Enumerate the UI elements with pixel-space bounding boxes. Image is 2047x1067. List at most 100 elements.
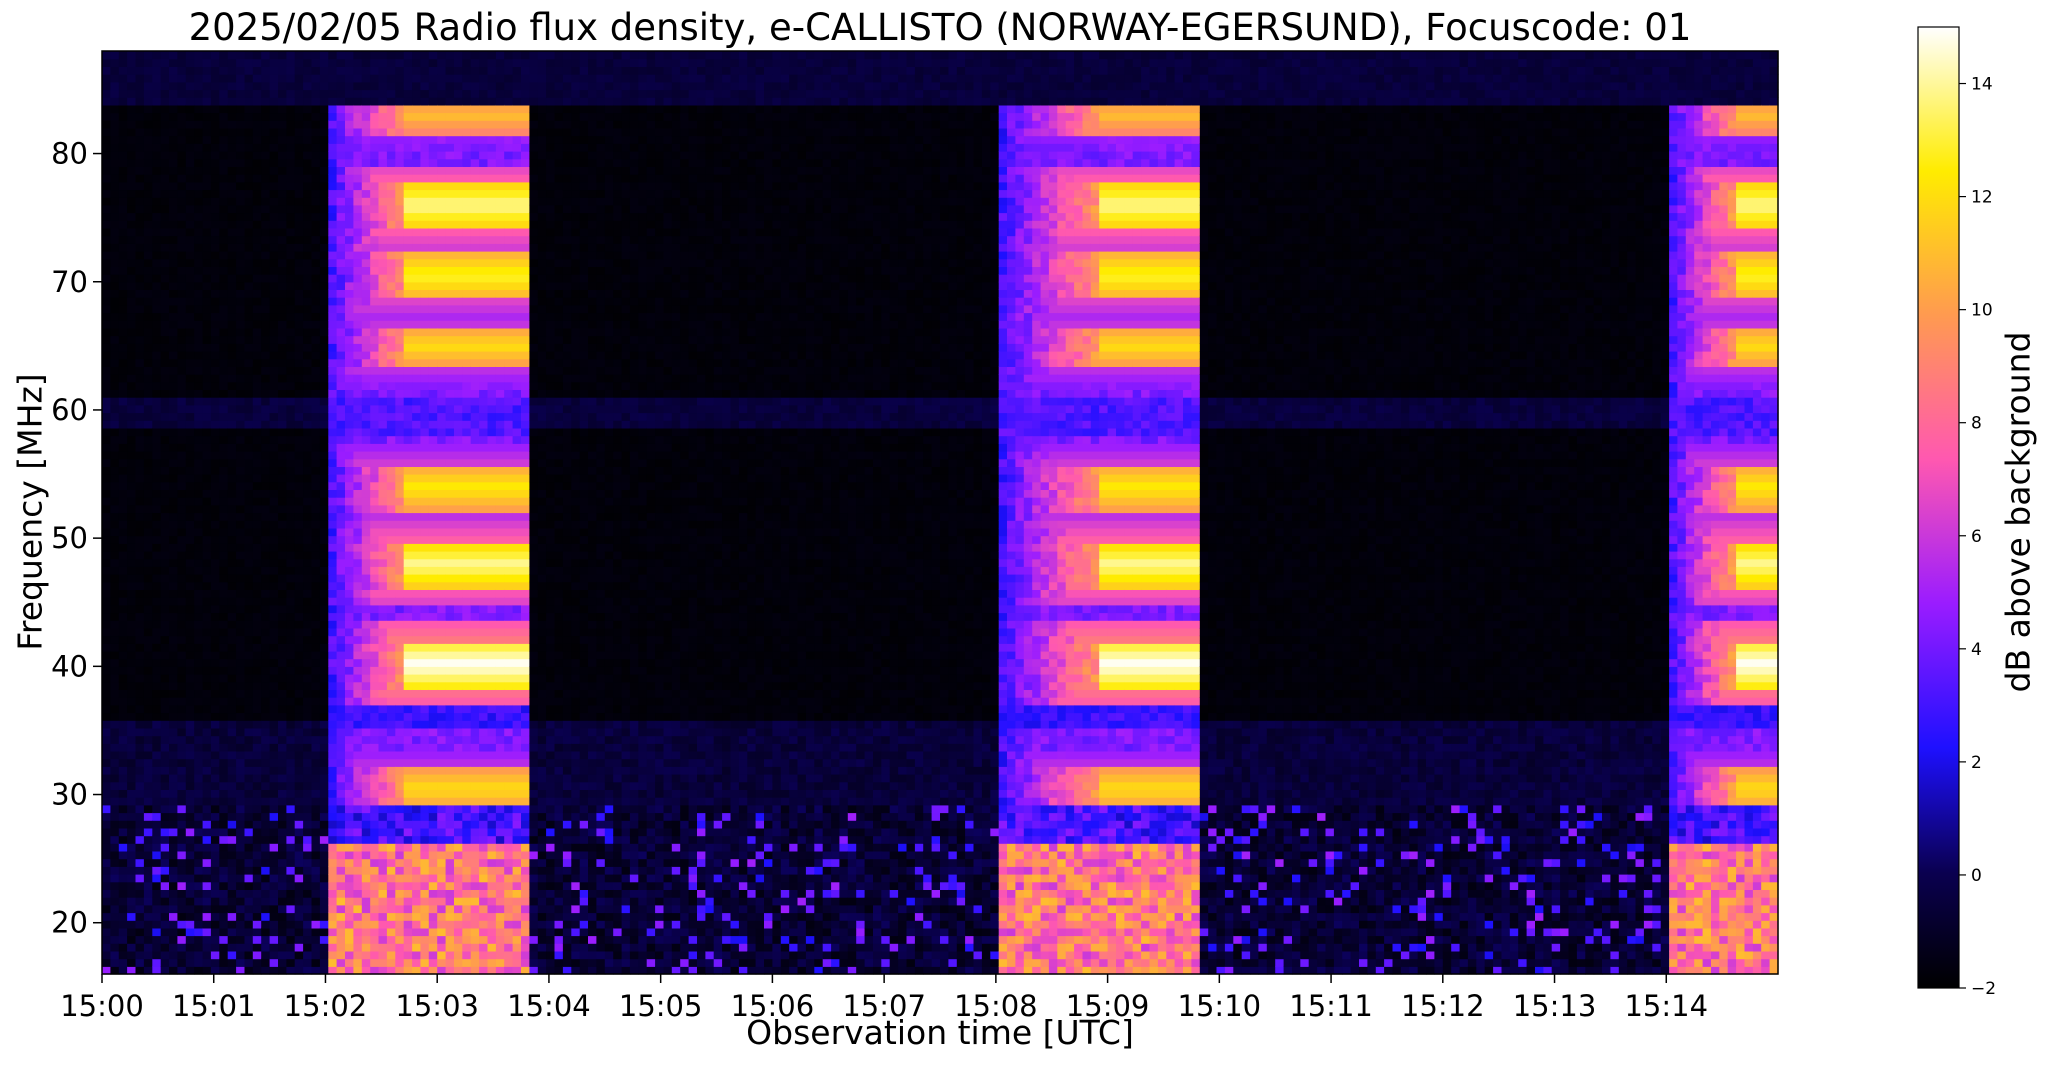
heatmap-cell: [186, 174, 195, 182]
heatmap-cell: [278, 628, 287, 636]
heatmap-cell: [203, 466, 212, 474]
heatmap-cell: [437, 297, 446, 305]
heatmap-cell: [194, 259, 203, 267]
heatmap-cell: [194, 543, 203, 551]
heatmap-cell: [228, 889, 237, 897]
heatmap-cell: [203, 574, 212, 582]
heatmap-cell: [303, 151, 312, 159]
heatmap-cell: [253, 420, 262, 428]
heatmap-cell: [169, 797, 178, 805]
heatmap-cell: [379, 766, 388, 774]
heatmap-cell: [353, 636, 362, 644]
heatmap-cell: [345, 543, 354, 551]
heatmap-cell: [312, 559, 321, 567]
heatmap-cell: [136, 459, 145, 467]
heatmap-cell: [437, 751, 446, 759]
heatmap-cell: [270, 566, 279, 574]
heatmap-cell: [429, 274, 438, 282]
heatmap-cell: [169, 536, 178, 544]
heatmap-cell: [286, 720, 295, 728]
heatmap-cell: [177, 97, 186, 105]
heatmap-cell: [286, 151, 295, 159]
heatmap-cell: [211, 451, 220, 459]
heatmap-cell: [429, 659, 438, 667]
heatmap-cell: [337, 697, 346, 705]
heatmap-cell: [102, 743, 111, 751]
heatmap-cell: [320, 743, 329, 751]
heatmap-cell: [102, 589, 111, 597]
heatmap-cell: [102, 928, 111, 936]
heatmap-cell: [395, 828, 404, 836]
heatmap-cell: [412, 728, 421, 736]
heatmap-cell: [245, 182, 254, 190]
heatmap-cell: [245, 97, 254, 105]
heatmap-cell: [320, 759, 329, 767]
heatmap-cell: [161, 297, 170, 305]
heatmap-cell: [404, 366, 413, 374]
heatmap-cell: [328, 482, 337, 490]
heatmap-cell: [203, 505, 212, 513]
heatmap-cell: [152, 313, 161, 321]
heatmap-cell: [194, 889, 203, 897]
heatmap-cell: [278, 666, 287, 674]
heatmap-cell: [303, 74, 312, 82]
heatmap-cell: [437, 482, 446, 490]
heatmap-cell: [370, 905, 379, 913]
heatmap-cell: [136, 497, 145, 505]
heatmap-cell: [127, 520, 136, 528]
heatmap-cell: [337, 782, 346, 790]
heatmap-cell: [110, 328, 119, 336]
heatmap-cell: [278, 689, 287, 697]
heatmap-cell: [194, 705, 203, 713]
heatmap-cell: [127, 74, 136, 82]
heatmap-cell: [404, 505, 413, 513]
heatmap-cell: [144, 505, 153, 513]
heatmap-cell: [337, 105, 346, 113]
heatmap-cell: [420, 443, 429, 451]
heatmap-cell: [412, 736, 421, 744]
heatmap-cell: [437, 313, 446, 321]
heatmap-cell: [194, 574, 203, 582]
heatmap-cell: [194, 374, 203, 382]
heatmap-cell: [278, 51, 287, 59]
heatmap-cell: [387, 459, 396, 467]
heatmap-cell: [102, 959, 111, 967]
heatmap-cell: [412, 689, 421, 697]
heatmap-cell: [245, 51, 254, 59]
heatmap-cell: [395, 374, 404, 382]
heatmap-cell: [395, 605, 404, 613]
heatmap-cell: [295, 374, 304, 382]
heatmap-cell: [387, 251, 396, 259]
heatmap-cell: [320, 736, 329, 744]
heatmap-cell: [186, 466, 195, 474]
heatmap-cell: [236, 413, 245, 421]
heatmap-cell: [379, 651, 388, 659]
heatmap-cell: [144, 828, 153, 836]
heatmap-cell: [102, 174, 111, 182]
heatmap-cell: [270, 220, 279, 228]
heatmap-cell: [236, 682, 245, 690]
heatmap-cell: [169, 928, 178, 936]
heatmap-cell: [278, 190, 287, 198]
heatmap-cell: [270, 313, 279, 321]
heatmap-cell: [169, 766, 178, 774]
heatmap-cell: [420, 66, 429, 74]
heatmap-cell: [370, 951, 379, 959]
heatmap-cell: [127, 751, 136, 759]
heatmap-cell: [295, 959, 304, 967]
heatmap-cell: [278, 513, 287, 521]
heatmap-cell: [203, 520, 212, 528]
heatmap-cell: [429, 205, 438, 213]
heatmap-cell: [219, 297, 228, 305]
heatmap-cell: [379, 689, 388, 697]
heatmap-cell: [370, 920, 379, 928]
heatmap-cell: [412, 782, 421, 790]
heatmap-cell: [286, 336, 295, 344]
heatmap-cell: [169, 905, 178, 913]
heatmap-cell: [370, 197, 379, 205]
heatmap-cell: [379, 190, 388, 198]
heatmap-cell: [203, 513, 212, 521]
heatmap-cell: [211, 136, 220, 144]
heatmap-cell: [245, 243, 254, 251]
heatmap-cell: [119, 620, 128, 628]
